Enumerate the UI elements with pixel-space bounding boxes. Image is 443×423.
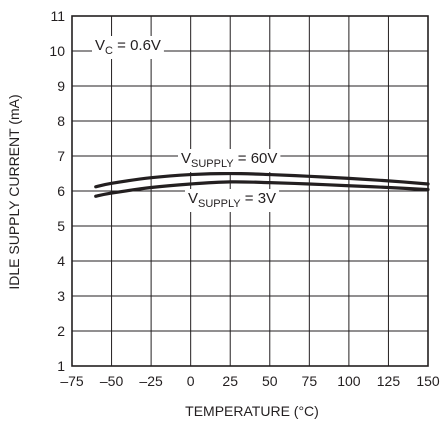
series-label-60v-background bbox=[178, 149, 281, 172]
condition-label-background bbox=[92, 36, 164, 59]
x-tick-label: 100 bbox=[337, 373, 361, 389]
x-tick-label: 75 bbox=[302, 373, 318, 389]
series-label-3v-background bbox=[185, 189, 280, 212]
x-tick-label: –25 bbox=[139, 373, 163, 389]
series-label-3v-text: VSUPPLY = 3V bbox=[188, 190, 276, 210]
condition-label-text: VC = 0.6V bbox=[95, 37, 161, 57]
x-axis-title: TEMPERATURE (°C) bbox=[185, 403, 319, 419]
y-tick-label: 8 bbox=[57, 113, 65, 129]
series-line-vsupply-3v bbox=[94, 180, 430, 198]
tick-labels: –75 –50 –25 0 25 50 75 100 125 150 1 2 3 4 5 6 7 8 9 10 11 bbox=[49, 8, 439, 389]
y-tick-label: 5 bbox=[57, 218, 65, 234]
curves bbox=[94, 171, 430, 198]
series-line-vsupply-60v bbox=[94, 171, 430, 189]
y-tick-label: 6 bbox=[57, 183, 65, 199]
y-tick-label: 7 bbox=[57, 148, 65, 164]
x-tick-label: 50 bbox=[262, 373, 278, 389]
y-tick-label: 1 bbox=[57, 358, 65, 374]
y-tick-label: 3 bbox=[57, 288, 65, 304]
y-tick-label: 11 bbox=[50, 8, 65, 24]
y-tick-label: 10 bbox=[49, 43, 65, 59]
plot-frame bbox=[71, 15, 429, 367]
x-tick-label: 0 bbox=[187, 373, 195, 389]
x-tick-label: 125 bbox=[377, 373, 401, 389]
series-label-60v: VSUPPLY = 60V bbox=[178, 149, 281, 172]
x-tick-label: –75 bbox=[60, 373, 84, 389]
series-label-60v-text: VSUPPLY = 60V bbox=[181, 150, 277, 170]
y-axis-title: IDLE SUPPLY CURRENT (mA) bbox=[6, 94, 22, 289]
x-tick-label: –50 bbox=[100, 373, 124, 389]
y-tick-label: 4 bbox=[57, 253, 65, 269]
series-label-3v: VSUPPLY = 3V bbox=[185, 189, 280, 212]
y-tick-label: 9 bbox=[57, 78, 65, 94]
y-tick-label: 2 bbox=[57, 323, 65, 339]
annotations: VC = 0.6V VSUPPLY = 60V VSUPPLY = 3V bbox=[92, 36, 281, 212]
x-tick-label: 25 bbox=[222, 373, 238, 389]
x-tick-label: 150 bbox=[416, 373, 440, 389]
condition-label: VC = 0.6V bbox=[92, 36, 164, 59]
